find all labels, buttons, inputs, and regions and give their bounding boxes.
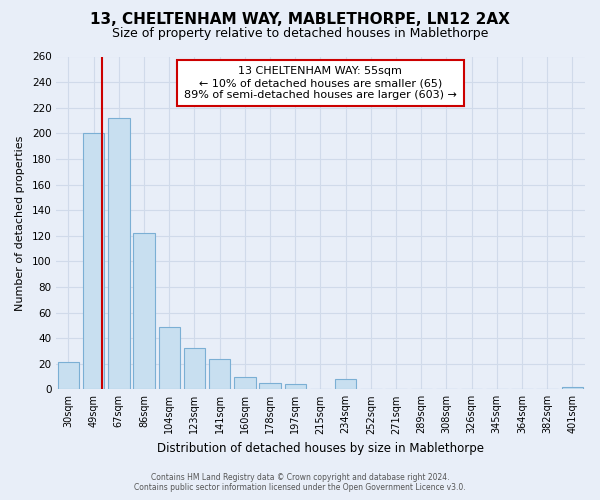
Text: 13 CHELTENHAM WAY: 55sqm
← 10% of detached houses are smaller (65)
89% of semi-d: 13 CHELTENHAM WAY: 55sqm ← 10% of detach… xyxy=(184,66,457,100)
Bar xyxy=(184,348,205,390)
Bar xyxy=(284,384,306,390)
Bar xyxy=(83,134,104,390)
Bar xyxy=(234,376,256,390)
X-axis label: Distribution of detached houses by size in Mablethorpe: Distribution of detached houses by size … xyxy=(157,442,484,455)
Bar xyxy=(562,386,583,390)
Bar xyxy=(133,233,155,390)
Text: Size of property relative to detached houses in Mablethorpe: Size of property relative to detached ho… xyxy=(112,28,488,40)
Bar xyxy=(209,358,230,390)
Bar xyxy=(158,326,180,390)
Text: Contains HM Land Registry data © Crown copyright and database right 2024.
Contai: Contains HM Land Registry data © Crown c… xyxy=(134,473,466,492)
Y-axis label: Number of detached properties: Number of detached properties xyxy=(15,135,25,310)
Bar xyxy=(108,118,130,390)
Bar xyxy=(259,383,281,390)
Bar xyxy=(335,379,356,390)
Bar xyxy=(58,362,79,390)
Text: 13, CHELTENHAM WAY, MABLETHORPE, LN12 2AX: 13, CHELTENHAM WAY, MABLETHORPE, LN12 2A… xyxy=(90,12,510,28)
